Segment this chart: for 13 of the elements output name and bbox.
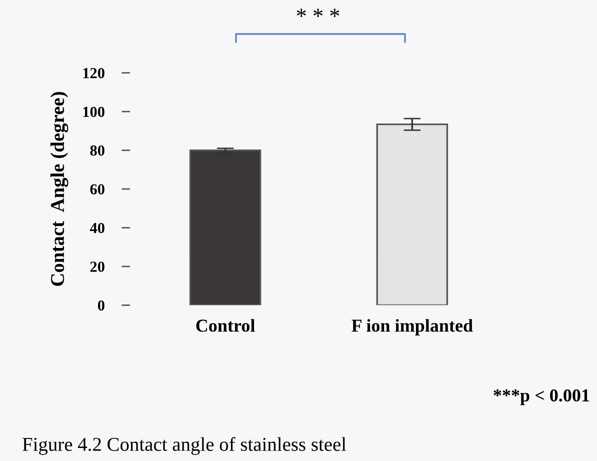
- x-tick-label: Control: [196, 319, 255, 332]
- x-tick-label: F ion implanted: [352, 319, 473, 336]
- y-tick-label: 60: [90, 184, 104, 194]
- y-tick-label: 0: [98, 300, 104, 311]
- y-tick-label: 120: [83, 68, 104, 78]
- y-tick-label: 100: [83, 106, 104, 118]
- text: * * *: [296, 8, 340, 17]
- caption: Figure 4.2 Contact angle of stainless steel: [22, 437, 346, 455]
- text: ***p < 0.001: [494, 389, 590, 406]
- y-tick-label: 40: [90, 222, 104, 234]
- y-tick-label: 20: [90, 262, 104, 272]
- y-tick-label: 80: [90, 145, 104, 156]
- y-axis-title: Contact Angle (degree): [50, 92, 68, 286]
